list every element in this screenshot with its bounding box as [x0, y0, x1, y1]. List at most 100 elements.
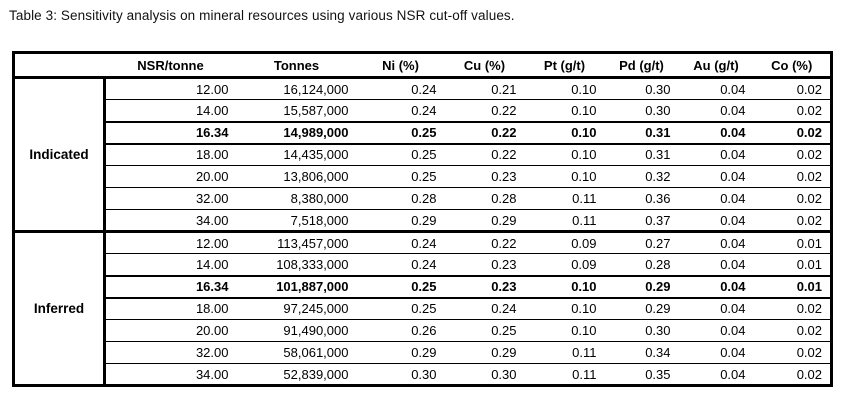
table-cell: 0.25: [356, 274, 445, 299]
table-cell: 0.36: [604, 187, 679, 210]
table-cell: 0.24: [356, 253, 445, 276]
table-cell: 0.30: [604, 319, 679, 342]
table-cell: 0.04: [678, 165, 754, 188]
table-cell: 0.02: [753, 165, 832, 188]
table-cell: 0.25: [356, 165, 445, 188]
table-cell: 0.31: [604, 120, 679, 145]
table-cell: 20.00: [104, 165, 237, 188]
table-cell: 0.28: [444, 187, 525, 210]
table-cell: 0.25: [356, 120, 445, 145]
table-cell: 0.02: [753, 341, 832, 364]
table-row: 20.00 13,806,000 0.25 0.23 0.10 0.32 0.04 0.02: [14, 165, 832, 188]
table-cell: 13,806,000: [236, 165, 357, 188]
table-cell: 0.29: [444, 341, 525, 364]
table-cell: 0.11: [524, 341, 605, 364]
table-cell: 18.00: [104, 143, 237, 166]
column-header-co: Co (%): [753, 52, 832, 79]
table-cell: 0.04: [678, 274, 754, 299]
table-cell: 7,518,000: [236, 209, 357, 233]
sensitivity-table: NSR/tonne Tonnes Ni (%) Cu (%) Pt (g/t) …: [12, 51, 833, 387]
table-cell: 14.00: [104, 253, 237, 276]
table-cell: 14,435,000: [236, 143, 357, 166]
table-cell: 0.25: [356, 143, 445, 166]
table-cell: 16.34: [104, 120, 237, 145]
table-cell: 0.24: [444, 297, 525, 320]
table-cell: 0.29: [604, 274, 679, 299]
table-row: 14.00 15,587,000 0.24 0.22 0.10 0.30 0.04 0.02: [14, 99, 832, 122]
table-cell: 0.09: [524, 231, 605, 254]
table-cell: 0.34: [604, 341, 679, 364]
table-cell: 91,490,000: [236, 319, 357, 342]
table-cell: 15,587,000: [236, 99, 357, 122]
table-cell: 0.21: [444, 77, 525, 100]
table-row: 14.00 108,333,000 0.24 0.23 0.09 0.28 0.04 0.01: [14, 253, 832, 276]
table-cell: 0.04: [678, 253, 754, 276]
table-row: 32.00 8,380,000 0.28 0.28 0.11 0.36 0.04 0.02: [14, 187, 832, 210]
table-cell: 0.02: [753, 143, 832, 166]
table-cell: 0.10: [524, 143, 605, 166]
table-row: 34.00 52,839,000 0.30 0.30 0.11 0.35 0.04 0.02: [14, 363, 832, 386]
table-cell: 8,380,000: [236, 187, 357, 210]
table-cell: 0.24: [356, 99, 445, 122]
table-cell: 0.23: [444, 274, 525, 299]
table-cell: 18.00: [104, 297, 237, 320]
table-cell: 0.04: [678, 319, 754, 342]
table-row: 16.34 14,989,000 0.25 0.22 0.10 0.31 0.04 0.02: [14, 120, 832, 145]
table-cell: 14.00: [104, 99, 237, 122]
table-cell: 14,989,000: [236, 120, 357, 145]
table-cell: 0.04: [678, 341, 754, 364]
table-cell: 34.00: [104, 363, 237, 386]
table-cell: 0.02: [753, 77, 832, 100]
table-cell: 12.00: [104, 231, 237, 254]
table-cell: 0.11: [524, 187, 605, 210]
table-cell: 0.11: [524, 363, 605, 386]
table-cell: 108,333,000: [236, 253, 357, 276]
table-cell: 58,061,000: [236, 341, 357, 364]
table-cell: 0.23: [444, 165, 525, 188]
table-cell: 12.00: [104, 77, 237, 100]
table-cell: 0.30: [444, 363, 525, 386]
table-cell: 0.26: [356, 319, 445, 342]
table-cell: 16.34: [104, 274, 237, 299]
table-cell: 0.28: [604, 253, 679, 276]
table-cell: 0.24: [356, 231, 445, 254]
table-cell: 0.02: [753, 209, 832, 233]
table-cell: 0.01: [753, 231, 832, 254]
table-cell: 0.24: [356, 77, 445, 100]
table-cell: 0.28: [356, 187, 445, 210]
table-cell: 0.25: [356, 297, 445, 320]
table-cell: 32.00: [104, 187, 237, 210]
table-cell: 0.31: [604, 143, 679, 166]
table-cell: 0.22: [444, 99, 525, 122]
table-row: 18.00 14,435,000 0.25 0.22 0.10 0.31 0.04 0.02: [14, 143, 832, 166]
column-header-pt: Pt (g/t): [524, 52, 605, 79]
column-header-ni: Ni (%): [356, 52, 445, 79]
table-cell: 0.10: [524, 120, 605, 145]
table-cell: 16,124,000: [236, 77, 357, 100]
table-cell: 0.23: [444, 253, 525, 276]
table-cell: 0.11: [524, 209, 605, 233]
table-cell: 0.30: [356, 363, 445, 386]
table-row: Indicated 12.00 16,124,000 0.24 0.21 0.10 0.30…: [13, 77, 832, 233]
table-cell: 0.10: [524, 77, 605, 100]
column-header-nsr: NSR/tonne: [104, 52, 237, 79]
column-header-tonnes: Tonnes: [236, 52, 357, 79]
table-cell: 0.04: [678, 363, 754, 386]
column-header-au: Au (g/t): [678, 52, 754, 79]
table-cell: 0.04: [678, 209, 754, 233]
table-cell: 0.10: [524, 319, 605, 342]
table-cell: 0.02: [753, 187, 832, 210]
table-cell: 34.00: [104, 209, 237, 233]
table-cell: 0.04: [678, 120, 754, 145]
table-row: 20.00 91,490,000 0.26 0.25 0.10 0.30 0.04 0.02: [14, 319, 832, 342]
table-cell: 97,245,000: [236, 297, 357, 320]
table-cell: 20.00: [104, 319, 237, 342]
table-row: 16.34 101,887,000 0.25 0.23 0.10 0.29 0.04 0.01: [14, 274, 832, 299]
table-row: 32.00 58,061,000 0.29 0.29 0.11 0.34 0.04 0.02: [14, 341, 832, 364]
table-cell: 0.02: [753, 319, 832, 342]
table-cell: 113,457,000: [236, 231, 357, 254]
section-label-inferred: Inferred: [13, 231, 106, 387]
table-cell: 101,887,000: [236, 274, 357, 299]
table-row: 18.00 97,245,000 0.25 0.24 0.10 0.29 0.04 0.02: [14, 297, 832, 320]
table-cell: 0.09: [524, 253, 605, 276]
